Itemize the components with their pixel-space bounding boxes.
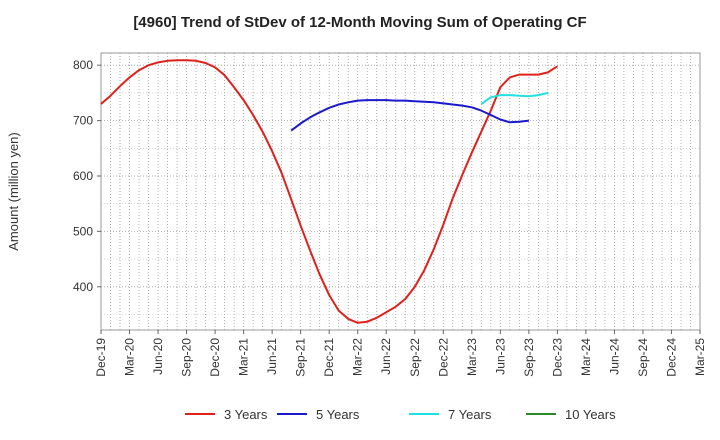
x-tick-layer: Dec-19 Mar-20 Jun-20 Sep-20 Dec-20 Mar-21 Jun-… [94, 330, 707, 377]
y-axis-title: Amount (million yen) [6, 132, 21, 251]
x-tick-label: Mar-21 [237, 338, 251, 376]
x-tick-label: Mar-22 [351, 338, 365, 376]
grid-layer [101, 53, 700, 330]
x-tick-label: Dec-24 [664, 338, 678, 377]
x-tick-label: Dec-23 [550, 338, 564, 377]
x-tick-label: Dec-19 [94, 338, 108, 377]
x-tick-label: Mar-24 [579, 338, 593, 376]
y-tick-label: 600 [73, 169, 93, 183]
series-line-5-years [290, 99, 530, 132]
legend-label-7-years: 7 Years [448, 407, 492, 422]
x-tick-label: Sep-24 [636, 338, 650, 377]
series-line-3-years [100, 59, 558, 324]
legend: 3 Years 5 Years 7 Years 10 Years [185, 407, 616, 422]
x-tick-label: Jun-24 [607, 338, 621, 375]
x-tick-label: Mar-25 [693, 338, 707, 376]
chart-title: [4960] Trend of StDev of 12-Month Moving… [133, 14, 587, 31]
legend-label-5-years: 5 Years [316, 407, 360, 422]
series-line-7-years [480, 91, 549, 105]
y-tick-label: 800 [73, 58, 93, 72]
x-tick-label: Mar-20 [123, 338, 137, 376]
x-tick-label: Jun-20 [151, 338, 165, 375]
x-tick-label: Sep-21 [294, 338, 308, 377]
x-tick-label: Dec-21 [322, 338, 336, 377]
x-tick-label: Dec-22 [436, 338, 450, 377]
legend-label-3-years: 3 Years [224, 407, 268, 422]
y-tick-label: 500 [73, 224, 93, 238]
y-tick-layer: 400 500 600 700 800 [73, 58, 101, 294]
y-tick-label: 700 [73, 114, 93, 128]
plot-frame [100, 52, 701, 331]
x-tick-label: Sep-22 [408, 338, 422, 377]
legend-label-10-years: 10 Years [565, 407, 616, 422]
x-tick-label: Jun-23 [493, 338, 507, 375]
x-tick-label: Dec-20 [208, 338, 222, 377]
x-tick-label: Jun-22 [379, 338, 393, 375]
x-tick-label: Sep-20 [180, 338, 194, 377]
x-tick-label: Jun-21 [265, 338, 279, 375]
x-tick-label: Sep-23 [522, 338, 536, 377]
x-tick-label: Mar-23 [465, 338, 479, 376]
series-layer [100, 59, 558, 324]
y-tick-label: 400 [73, 280, 93, 294]
